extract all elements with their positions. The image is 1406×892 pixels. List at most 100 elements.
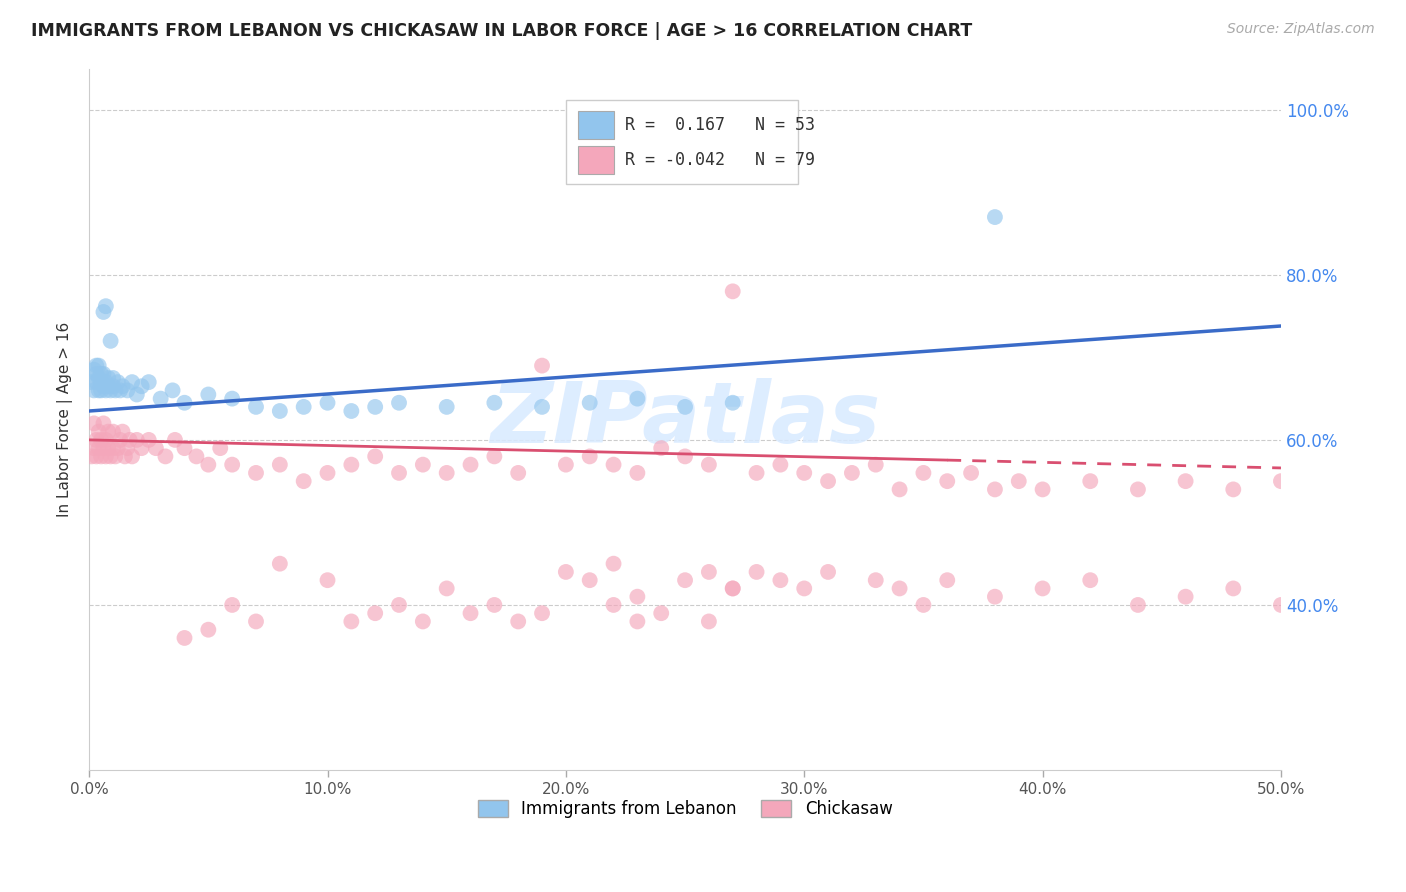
Point [316,396,339,410]
Point [484,450,506,464]
Point [173,441,195,455]
Text: IMMIGRANTS FROM LEBANON VS CHICKASAW IN LABOR FORCE | AGE > 16 CORRELATION CHART: IMMIGRANTS FROM LEBANON VS CHICKASAW IN … [31,22,972,40]
Point [721,582,744,596]
Point [84,367,107,381]
Point [889,483,911,497]
Point [578,450,600,464]
Text: ZIPatlas: ZIPatlas [489,377,880,461]
Point [93,367,115,381]
Point [83,417,105,431]
Point [269,458,291,472]
Point [145,441,167,455]
Point [340,404,363,418]
Point [107,441,129,455]
Point [316,573,339,587]
Point [83,441,105,455]
Point [149,392,172,406]
Point [316,466,339,480]
Point [292,474,315,488]
Point [650,606,672,620]
Point [101,441,124,455]
Point [94,375,117,389]
Point [436,582,458,596]
Point [186,450,208,464]
Point [1270,598,1292,612]
Point [107,375,129,389]
FancyBboxPatch shape [565,100,799,185]
Point [793,466,815,480]
Point [817,565,839,579]
Point [90,433,112,447]
Point [912,466,935,480]
Text: R = -0.042   N = 79: R = -0.042 N = 79 [626,151,815,169]
Point [697,458,720,472]
Point [83,384,105,398]
Point [1270,474,1292,488]
Point [111,379,134,393]
Point [484,598,506,612]
Point [865,573,887,587]
Point [673,450,696,464]
Point [1008,474,1031,488]
Point [245,466,267,480]
Point [93,305,115,319]
Point [118,433,141,447]
Point [163,433,186,447]
Point [97,371,120,385]
Point [531,400,554,414]
Point [245,400,267,414]
Point [221,598,243,612]
Point [100,384,122,398]
Point [97,425,120,439]
Point [87,384,110,398]
Point [554,458,576,472]
Point [460,606,482,620]
Point [87,359,110,373]
Point [673,400,696,414]
Point [1032,483,1054,497]
Point [155,450,177,464]
Legend: Immigrants from Lebanon, Chickasaw: Immigrants from Lebanon, Chickasaw [471,793,900,825]
Point [1222,483,1244,497]
Point [626,615,648,629]
Point [865,458,887,472]
Point [1078,474,1101,488]
Point [90,384,112,398]
Point [436,466,458,480]
Point [94,450,117,464]
Point [460,458,482,472]
Point [117,384,139,398]
Point [984,210,1007,224]
Point [269,557,291,571]
Point [97,379,120,393]
Point [602,598,624,612]
Point [1126,483,1149,497]
Point [936,573,959,587]
Point [94,299,117,313]
Text: R =  0.167   N = 53: R = 0.167 N = 53 [626,116,815,134]
Point [108,433,131,447]
Point [104,450,127,464]
Point [626,392,648,406]
Point [83,363,105,377]
Point [209,441,232,455]
Point [340,458,363,472]
Point [388,598,411,612]
Point [697,565,720,579]
Bar [578,111,613,138]
Point [650,441,672,455]
Point [93,417,115,431]
Point [721,396,744,410]
Point [90,367,112,381]
Point [554,565,576,579]
Point [87,425,110,439]
Point [269,404,291,418]
Point [80,375,103,389]
Point [292,400,315,414]
Point [173,631,195,645]
Point [125,387,148,401]
Y-axis label: In Labor Force | Age > 16: In Labor Force | Age > 16 [58,322,73,516]
Point [138,433,160,447]
Point [602,557,624,571]
Point [117,441,139,455]
